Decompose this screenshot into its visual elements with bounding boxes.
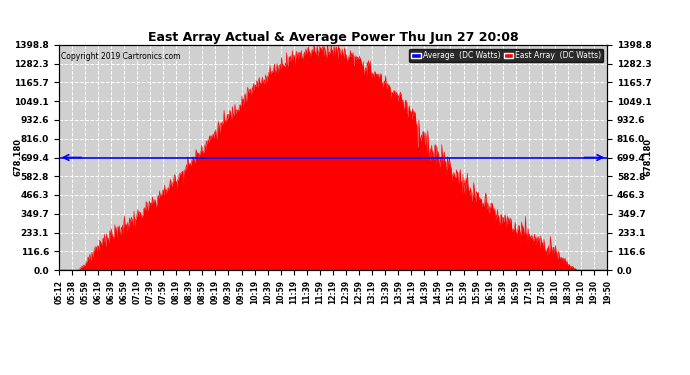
Text: 678.180: 678.180 — [13, 138, 22, 177]
Text: 678.180: 678.180 — [644, 138, 653, 177]
Legend: Average  (DC Watts), East Array  (DC Watts): Average (DC Watts), East Array (DC Watts… — [409, 49, 603, 62]
Title: East Array Actual & Average Power Thu Jun 27 20:08: East Array Actual & Average Power Thu Ju… — [148, 31, 518, 44]
Text: Copyright 2019 Cartronics.com: Copyright 2019 Cartronics.com — [61, 52, 181, 61]
